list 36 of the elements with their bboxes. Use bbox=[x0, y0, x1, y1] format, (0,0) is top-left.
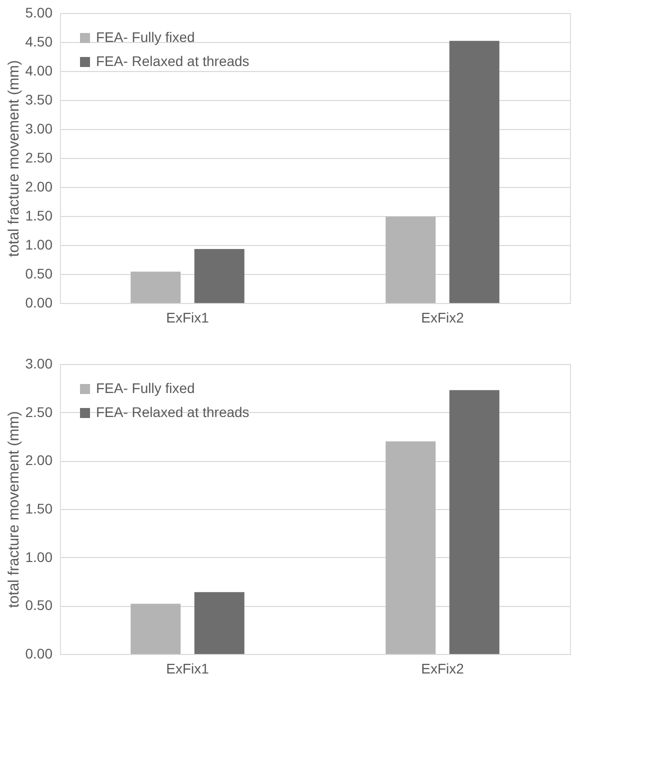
legend-label: FEA- Fully fixed bbox=[96, 29, 195, 45]
y-tick-label: 2.50 bbox=[25, 150, 53, 166]
y-tick-label: 3.50 bbox=[25, 92, 53, 108]
y-tick-label: 0.50 bbox=[25, 266, 53, 282]
legend-label: FEA- Fully fixed bbox=[96, 380, 195, 396]
y-tick-label: 5.00 bbox=[25, 4, 53, 20]
y-tick-label: 3.00 bbox=[25, 356, 53, 372]
y-tick-label: 1.50 bbox=[25, 208, 53, 224]
bar bbox=[449, 40, 500, 303]
legend-label: FEA- Relaxed at threads bbox=[96, 404, 250, 420]
bar bbox=[386, 441, 436, 654]
y-tick-label: 2.00 bbox=[25, 452, 53, 468]
legend-label: FEA- Relaxed at threads bbox=[96, 53, 250, 69]
y-tick-label: 1.00 bbox=[25, 236, 53, 252]
y-tick-label: 0.00 bbox=[25, 646, 53, 662]
y-tick-label: 4.00 bbox=[25, 62, 53, 78]
y-tick-label: 1.00 bbox=[25, 548, 53, 565]
x-tick-label: ExFix2 bbox=[421, 310, 464, 326]
x-tick-label: ExFix1 bbox=[166, 310, 210, 326]
x-tick-label: ExFix2 bbox=[421, 660, 464, 676]
y-tick-label: 1.50 bbox=[25, 500, 53, 516]
y-tick-label: 2.00 bbox=[25, 178, 53, 194]
y-tick-label: 2.50 bbox=[25, 404, 53, 420]
y-tick-label: 0.50 bbox=[25, 597, 53, 614]
bar bbox=[130, 272, 181, 303]
bar bbox=[194, 249, 244, 303]
x-tick-label: ExFix1 bbox=[166, 660, 210, 676]
y-axis-title: total fracture movement (mm) bbox=[5, 411, 22, 608]
bar bbox=[386, 216, 436, 303]
y-tick-label: 0.00 bbox=[25, 294, 53, 310]
bar bbox=[449, 390, 500, 654]
y-tick-label: 3.00 bbox=[25, 120, 53, 136]
y-axis-title: total fracture movement (mm) bbox=[5, 60, 22, 257]
y-tick-label: 4.50 bbox=[25, 34, 53, 50]
bar bbox=[194, 592, 244, 654]
bar bbox=[130, 604, 181, 654]
